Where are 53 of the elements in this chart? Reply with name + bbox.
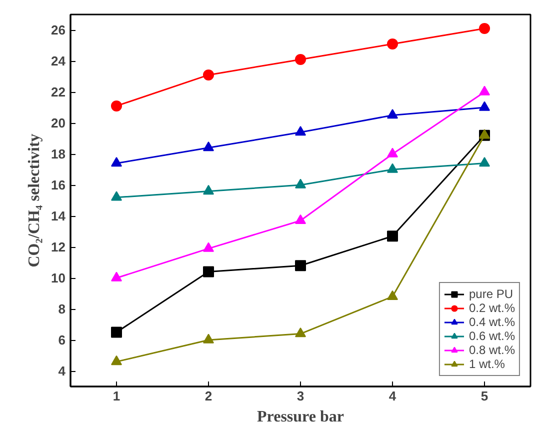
point bbox=[387, 38, 398, 50]
point bbox=[387, 163, 398, 173]
x-axis-title: Pressure bar bbox=[257, 408, 344, 426]
legend-label: 0.2 wt.% bbox=[468, 301, 515, 315]
point bbox=[111, 326, 122, 338]
y-tick-label: 26 bbox=[51, 22, 66, 38]
x-tick-label: 4 bbox=[388, 388, 397, 404]
y-axis-title: CO₂/CH₄ selectivity bbox=[26, 134, 44, 268]
point bbox=[203, 266, 214, 278]
point bbox=[479, 86, 490, 96]
x-tick-label: 1 bbox=[112, 388, 120, 404]
point bbox=[295, 126, 306, 136]
point bbox=[111, 100, 122, 112]
point bbox=[387, 148, 398, 158]
legend-label: pure PU bbox=[468, 287, 513, 301]
y-tick-label: 10 bbox=[51, 270, 66, 286]
point bbox=[479, 22, 490, 34]
point bbox=[387, 108, 398, 119]
y-tick-label: 20 bbox=[51, 116, 66, 130]
y-tick-label: 16 bbox=[51, 178, 66, 192]
point bbox=[203, 334, 214, 344]
x-tick-label: 3 bbox=[296, 388, 304, 404]
legend-label: 0.4 wt.% bbox=[468, 315, 515, 329]
point bbox=[111, 191, 122, 201]
y-tick-label: 4 bbox=[58, 364, 66, 378]
point bbox=[295, 328, 306, 338]
point bbox=[295, 178, 306, 188]
y-tick-label: 12 bbox=[51, 240, 66, 254]
legend-label: 0.8 wt.% bbox=[468, 343, 515, 357]
point bbox=[203, 69, 214, 80]
x-tick-label: 5 bbox=[480, 388, 488, 404]
point bbox=[387, 290, 398, 300]
point bbox=[295, 54, 306, 65]
y-tick-label: 22 bbox=[51, 84, 66, 100]
point bbox=[479, 101, 490, 111]
point bbox=[203, 142, 214, 152]
point bbox=[111, 272, 122, 282]
y-tick-label: 18 bbox=[51, 146, 66, 162]
point bbox=[111, 157, 122, 167]
point bbox=[203, 242, 214, 252]
point bbox=[203, 184, 214, 195]
point bbox=[479, 157, 490, 167]
y-tick-label: 6 bbox=[58, 332, 66, 348]
y-tick-label: 8 bbox=[58, 302, 66, 316]
x-tick-label: 2 bbox=[204, 388, 212, 404]
legend-label: 0.6 wt.% bbox=[468, 329, 515, 343]
point bbox=[295, 260, 306, 272]
point bbox=[111, 355, 122, 366]
y-tick-label: 24 bbox=[51, 54, 66, 68]
point bbox=[295, 214, 306, 224]
legend-label: 1 wt.% bbox=[468, 357, 505, 371]
point bbox=[387, 230, 398, 242]
y-tick-label: 14 bbox=[51, 208, 66, 224]
